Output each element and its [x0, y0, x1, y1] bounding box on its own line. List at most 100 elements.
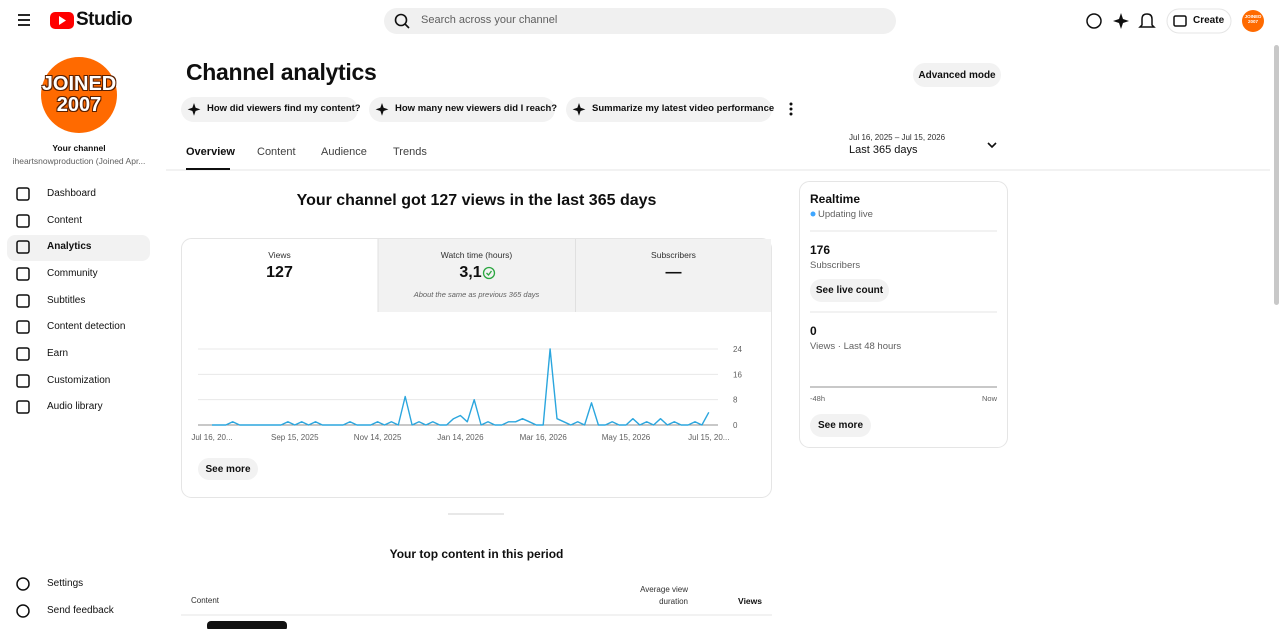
x-tick-label: Sep 15, 2025	[271, 433, 319, 442]
realtime-see-more[interactable]: See more	[810, 414, 871, 437]
spark-icon	[187, 103, 201, 116]
x-tick-label: Jul 15, 20...	[688, 433, 729, 442]
realtime-views: 0	[810, 324, 817, 338]
suggestion-chip[interactable]	[566, 97, 772, 122]
suggestion-text[interactable]: Summarize my latest video performance	[592, 103, 775, 114]
realtime-title: Realtime	[810, 192, 861, 206]
realtime-axis-end: Now	[981, 394, 997, 403]
tab[interactable]: Trends	[393, 146, 427, 158]
realtime-subscribers-label: Subscribers	[810, 260, 861, 271]
check-icon	[482, 266, 496, 280]
metric-label[interactable]: Subscribers	[651, 250, 696, 260]
top-content-title: Your top content in this period	[389, 547, 564, 561]
data-line	[212, 348, 710, 426]
create-icon	[1173, 15, 1187, 27]
search-icon	[394, 13, 408, 27]
nav-item[interactable]: Customization	[47, 375, 111, 386]
suggestion-text[interactable]: How many new viewers did I reach?	[395, 103, 558, 114]
avatar-text: 2007	[56, 94, 102, 116]
metric-value[interactable]: —	[665, 264, 682, 281]
nav-icon[interactable]	[16, 577, 30, 591]
x-tick-label: Jul 16, 20...	[191, 433, 232, 442]
suggestion-chip[interactable]	[369, 97, 555, 122]
nav-item[interactable]: Content	[47, 215, 83, 226]
nav-icon[interactable]	[16, 187, 30, 201]
spark-icon[interactable]	[1113, 13, 1129, 29]
y-tick-label: 16	[733, 370, 742, 379]
nav-icon[interactable]	[16, 214, 30, 228]
create-label[interactable]: Create	[1193, 15, 1225, 26]
channel-avatar[interactable]	[41, 57, 117, 133]
nav-item[interactable]: Content detection	[47, 321, 126, 332]
account-avatar-text: JOINED 2007	[1242, 14, 1264, 24]
avatar-text: 2007	[1247, 19, 1258, 24]
search-placeholder[interactable]: Search across your channel	[421, 14, 558, 26]
date-chevron[interactable]	[987, 142, 997, 149]
period[interactable]: Last 365 days	[849, 144, 918, 156]
page-title: Channel analytics	[186, 59, 377, 85]
nav-icon[interactable]	[16, 294, 30, 308]
nav-icon[interactable]	[16, 604, 30, 618]
metric-value[interactable]: 127	[266, 264, 293, 281]
column-header: Views	[738, 596, 762, 606]
bell-icon[interactable]	[1138, 13, 1156, 28]
advanced-mode-button[interactable]: Advanced mode	[913, 63, 1001, 87]
metric-label[interactable]: Views	[268, 250, 291, 260]
nav-icon[interactable]	[16, 400, 30, 414]
nav-icon[interactable]	[16, 240, 30, 254]
live-dot	[810, 211, 816, 217]
realtime-views-label: Views · Last 48 hours	[810, 341, 902, 352]
tab[interactable]: Overview	[186, 146, 235, 158]
x-tick-label: Jan 14, 2026	[437, 433, 484, 442]
account-avatar[interactable]	[1242, 10, 1264, 32]
avatar-text: JOINED	[41, 73, 117, 95]
realtime-subscribers: 176	[810, 243, 831, 257]
nav-item[interactable]: Settings	[47, 578, 84, 589]
nav-item[interactable]: Audio library	[47, 401, 103, 412]
help-icon[interactable]	[1086, 13, 1102, 29]
scrollbar[interactable]	[1274, 45, 1279, 305]
spark-icon	[572, 103, 586, 116]
nav-icon[interactable]	[16, 267, 30, 281]
nav-item[interactable]: Dashboard	[47, 188, 96, 199]
nav-icon[interactable]	[16, 347, 30, 361]
live-count-button[interactable]: See live count	[810, 279, 889, 302]
nav-item[interactable]: Community	[47, 268, 98, 279]
menu-icon[interactable]	[18, 14, 30, 26]
headline: Your channel got 127 views in the last 3…	[296, 192, 657, 209]
suggestion-chip[interactable]	[181, 97, 358, 122]
tab[interactable]: Content	[257, 146, 296, 158]
check-mark	[486, 270, 493, 276]
nav-icon[interactable]	[16, 374, 30, 388]
channel-label: Your channel	[52, 143, 106, 153]
date-range[interactable]: Jul 16, 2025 – Jul 15, 2026	[849, 133, 946, 142]
metric-value[interactable]: 3,1	[459, 264, 482, 281]
column-header: Content	[191, 596, 220, 605]
nav-item[interactable]: Subtitles	[47, 295, 86, 306]
thumbnail[interactable]	[207, 621, 287, 629]
suggestion-text[interactable]: How did viewers find my content?	[207, 103, 361, 114]
more-icon[interactable]	[789, 102, 793, 116]
x-tick-label: Mar 16, 2026	[520, 433, 568, 442]
nav-item[interactable]: Send feedback	[47, 605, 114, 616]
search-box[interactable]	[384, 8, 896, 34]
metric-note: About the same as previous 365 days	[413, 290, 540, 299]
nav-icon[interactable]	[16, 320, 30, 334]
x-tick-label: May 15, 2026	[602, 433, 651, 442]
chart-see-more[interactable]: See more	[198, 458, 258, 480]
tab[interactable]: Audience	[321, 146, 367, 158]
nav-item[interactable]: Analytics	[47, 241, 92, 252]
nav-active-bg	[7, 235, 150, 261]
logo-text[interactable]: Studio	[76, 9, 133, 30]
spark-icon	[375, 103, 389, 116]
create-button[interactable]	[1166, 8, 1232, 34]
realtime-status: Updating live	[818, 209, 873, 220]
avatar-text: JOINED	[1244, 14, 1262, 19]
metric-divider	[575, 239, 576, 312]
nav-item[interactable]: Earn	[47, 348, 69, 359]
metric-tabs-bg	[378, 239, 771, 312]
tab-underline	[186, 168, 230, 170]
metric-label[interactable]: Watch time (hours)	[440, 250, 513, 260]
